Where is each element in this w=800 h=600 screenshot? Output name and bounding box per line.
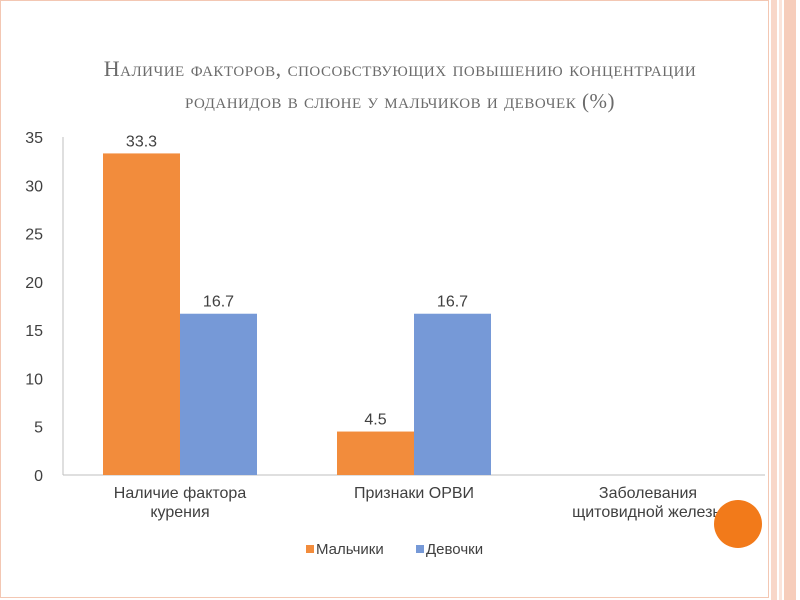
y-tick-label: 35 xyxy=(25,130,43,147)
y-tick-label: 20 xyxy=(25,275,43,292)
data-label: 16.7 xyxy=(203,294,234,311)
data-label: 16.7 xyxy=(437,294,468,311)
decorative-stripe xyxy=(771,0,777,600)
decorative-circle xyxy=(714,500,762,548)
bar xyxy=(414,313,491,475)
legend-label: Мальчики xyxy=(316,541,384,558)
legend-label: Девочки xyxy=(426,541,483,558)
y-tick-label: 25 xyxy=(25,227,43,244)
bar xyxy=(103,153,180,475)
x-tick-label-line: курения xyxy=(150,504,209,521)
decorative-stripe xyxy=(779,0,782,600)
data-label: 4.5 xyxy=(364,412,386,429)
legend-swatch xyxy=(306,545,314,553)
x-tick-label: Заболевания щитовидной железы xyxy=(572,485,724,521)
y-tick-label: 0 xyxy=(34,468,43,485)
x-tick-label-line: щитовидной железы xyxy=(572,504,724,521)
y-tick-label: 15 xyxy=(25,323,43,340)
x-tick-label-line: Признаки ОРВИ xyxy=(354,485,474,502)
chart-title-line-2: роданидов в слюне у мальчиков и девочек … xyxy=(185,89,615,113)
bar xyxy=(180,313,257,475)
y-tick-label: 5 xyxy=(34,420,43,437)
chart-title-line-1: Наличие факторов, способствующих повышен… xyxy=(103,56,697,81)
chart-title: Наличие факторов, способствующих повышен… xyxy=(40,52,760,118)
decorative-stripe xyxy=(784,0,796,600)
y-tick-label: 10 xyxy=(25,371,43,388)
x-tick-label-line: Наличие фактора xyxy=(114,485,247,502)
y-tick-label: 30 xyxy=(25,178,43,195)
slide-border xyxy=(0,0,769,598)
x-tick-label: Признаки ОРВИ xyxy=(354,485,474,502)
legend-swatch xyxy=(416,545,424,553)
x-tick-label-line: Заболевания xyxy=(599,485,697,502)
x-tick-label: Наличие фактора курения xyxy=(114,485,247,521)
data-label: 33.3 xyxy=(126,133,157,150)
bar xyxy=(337,431,414,475)
